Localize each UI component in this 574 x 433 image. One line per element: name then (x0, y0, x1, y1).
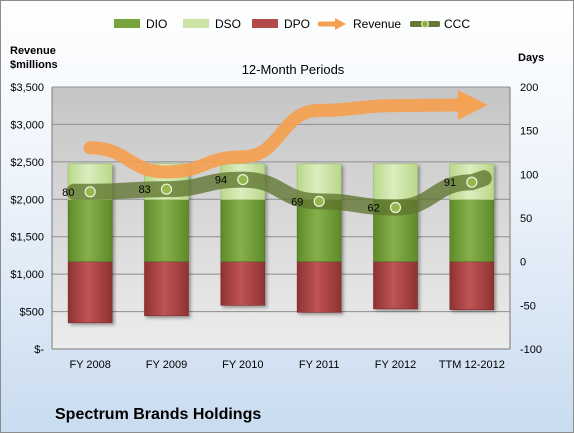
legend-label-revenue: Revenue (353, 17, 402, 31)
left-tick-label: $1,500 (10, 232, 44, 244)
x-tick-label: FY 2009 (146, 359, 187, 371)
revenue-series (83, 89, 488, 179)
right-tick-label: 0 (520, 257, 526, 269)
legend-swatch-revenue (318, 18, 346, 30)
bar-group (220, 163, 266, 306)
bar-dpo (220, 261, 266, 306)
x-tick-label: FY 2010 (222, 359, 263, 371)
bar-dso (373, 163, 418, 200)
revenue-line (83, 98, 465, 179)
legend: DIO DSO DPO Revenue CCC (0, 14, 574, 34)
x-tick-label: TTM 12-2012 (439, 359, 505, 371)
right-tick-label: 200 (520, 82, 538, 94)
left-tick-label: $3,000 (10, 119, 44, 131)
ccc-data-label: 83 (139, 184, 151, 196)
left-tick-label: $2,500 (10, 157, 44, 169)
bar-dio (449, 199, 495, 262)
ccc-point (466, 176, 478, 188)
ccc-data-label: 94 (215, 175, 227, 187)
left-tick-label: $2,000 (10, 194, 44, 206)
legend-label-ccc: CCC (444, 17, 470, 31)
bar-dio (144, 199, 189, 262)
legend-swatch-dpo (252, 19, 278, 28)
left-tick-label: $- (34, 344, 44, 356)
x-tick-label: FY 2011 (299, 359, 340, 371)
bar-dpo (296, 261, 342, 313)
legend-swatch-dio (114, 19, 140, 28)
chart-title: Spectrum Brands Holdings (55, 406, 262, 423)
left-tick-label: $500 (20, 307, 44, 319)
right-tick-label: -100 (520, 344, 542, 356)
right-tick-label: 150 (520, 126, 538, 138)
bar-dpo (144, 261, 189, 317)
bar-group (296, 163, 342, 313)
axes: $- $500 $1,000 $1,500 $2,000 $2,500 $3,000 $3,5… (10, 82, 542, 371)
bar-dio (220, 199, 266, 262)
ccc-point (84, 186, 96, 198)
x-tick-label: FY 2008 (69, 359, 110, 371)
revenue-arrowhead (457, 89, 488, 120)
left-axis-label-line-2: $millions (10, 59, 58, 71)
left-tick-label: $1,000 (10, 269, 44, 281)
ccc-data-label: 91 (444, 177, 456, 189)
chart-subtitle: 12-Month Periods (241, 62, 345, 77)
ccc-point (160, 183, 173, 195)
right-axis-label: Days (518, 52, 545, 64)
ccc-point (237, 173, 249, 186)
ccc-series: 80 83 94 69 62 91 (62, 170, 492, 216)
ccc-point (389, 201, 402, 214)
legend-label-dio: DIO (146, 17, 168, 31)
bar-dpo (67, 261, 113, 324)
ccc-data-label: 69 (291, 196, 303, 208)
right-tick-label: 100 (520, 169, 538, 181)
legend-label-dso: DSO (215, 17, 242, 31)
x-tick-label: FY 2012 (375, 359, 416, 371)
ccc-point (313, 195, 325, 208)
legend-swatch-ccc (410, 20, 440, 28)
right-tick-label: 50 (520, 213, 532, 225)
bar-dpo (373, 261, 418, 310)
bar-group (373, 163, 418, 310)
left-tick-label: $3,500 (10, 82, 44, 94)
bar-dio (67, 199, 113, 262)
bar-dpo (449, 261, 495, 310)
ccc-data-label: 80 (62, 187, 74, 199)
legend-label-dpo: DPO (284, 17, 311, 31)
ccc-data-label: 62 (368, 203, 380, 215)
legend-swatch-dso (183, 19, 209, 28)
right-tick-label: -50 (520, 300, 536, 312)
left-axis-label: Revenue $millions (10, 44, 80, 72)
ccc-line (66, 170, 492, 216)
bar-dio (296, 199, 342, 262)
left-axis-label-line-1: Revenue (10, 45, 56, 57)
